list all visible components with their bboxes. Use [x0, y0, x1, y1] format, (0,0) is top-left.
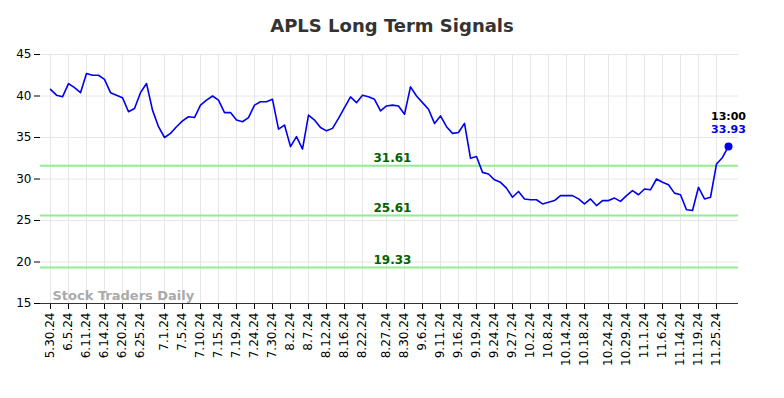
svg-text:7.19.24: 7.19.24 — [229, 313, 243, 359]
svg-text:9.16.24: 9.16.24 — [451, 313, 465, 359]
svg-text:8.30.24: 8.30.24 — [397, 313, 411, 359]
svg-text:7.1.24: 7.1.24 — [157, 313, 171, 351]
svg-text:31.61: 31.61 — [374, 151, 412, 165]
svg-text:11.19.24: 11.19.24 — [691, 313, 705, 366]
svg-text:25: 25 — [16, 213, 31, 227]
svg-text:11.25.24: 11.25.24 — [709, 313, 723, 366]
svg-text:6.5.24: 6.5.24 — [61, 313, 75, 351]
svg-text:40: 40 — [16, 89, 31, 103]
svg-text:35: 35 — [16, 130, 31, 144]
svg-text:7.10.24: 7.10.24 — [193, 313, 207, 359]
svg-text:33.93: 33.93 — [711, 123, 746, 136]
svg-text:6.20.24: 6.20.24 — [115, 313, 129, 359]
svg-text:11.1.24: 11.1.24 — [637, 313, 651, 359]
svg-text:7.24.24: 7.24.24 — [247, 313, 261, 359]
svg-text:7.30.24: 7.30.24 — [265, 313, 279, 359]
svg-text:8.16.24: 8.16.24 — [337, 313, 351, 359]
svg-text:10.18.24: 10.18.24 — [577, 313, 591, 366]
svg-text:10.8.24: 10.8.24 — [541, 313, 555, 359]
svg-text:7.15.24: 7.15.24 — [211, 313, 225, 359]
svg-text:19.33: 19.33 — [374, 253, 412, 267]
svg-text:10.24.24: 10.24.24 — [601, 313, 615, 366]
svg-text:8.27.24: 8.27.24 — [379, 313, 393, 359]
svg-text:10.2.24: 10.2.24 — [523, 313, 537, 359]
svg-text:9.6.24: 9.6.24 — [415, 313, 429, 351]
svg-text:20: 20 — [16, 255, 31, 269]
svg-text:9.24.24: 9.24.24 — [487, 313, 501, 359]
svg-text:11.14.24: 11.14.24 — [673, 313, 687, 366]
svg-text:13:00: 13:00 — [711, 110, 746, 123]
svg-text:11.6.24: 11.6.24 — [655, 313, 669, 359]
svg-text:9.27.24: 9.27.24 — [505, 313, 519, 359]
svg-text:8.22.24: 8.22.24 — [355, 313, 369, 359]
html-text:APLS Long Term Signals: APLS Long Term Signals — [270, 15, 514, 36]
svg-text:8.12.24: 8.12.24 — [319, 313, 333, 359]
svg-text:5.30.24: 5.30.24 — [43, 313, 57, 359]
svg-text:25.61: 25.61 — [374, 201, 412, 215]
svg-text:9.19.24: 9.19.24 — [469, 313, 483, 359]
svg-text:8.7.24: 8.7.24 — [301, 313, 315, 351]
svg-text:10.14.24: 10.14.24 — [559, 313, 573, 366]
svg-text:7.5.24: 7.5.24 — [175, 313, 189, 351]
svg-text:45: 45 — [16, 47, 31, 61]
svg-text:6.25.24: 6.25.24 — [133, 313, 147, 359]
svg-text:Stock Traders Daily: Stock Traders Daily — [53, 288, 195, 303]
svg-text:8.2.24: 8.2.24 — [283, 313, 297, 351]
svg-text:9.11.24: 9.11.24 — [433, 313, 447, 359]
svg-text:10.29.24: 10.29.24 — [619, 313, 633, 366]
svg-text:15: 15 — [16, 296, 31, 310]
svg-text:6.11.24: 6.11.24 — [79, 313, 93, 359]
svg-text:30: 30 — [16, 172, 31, 186]
svg-text:6.14.24: 6.14.24 — [97, 313, 111, 359]
